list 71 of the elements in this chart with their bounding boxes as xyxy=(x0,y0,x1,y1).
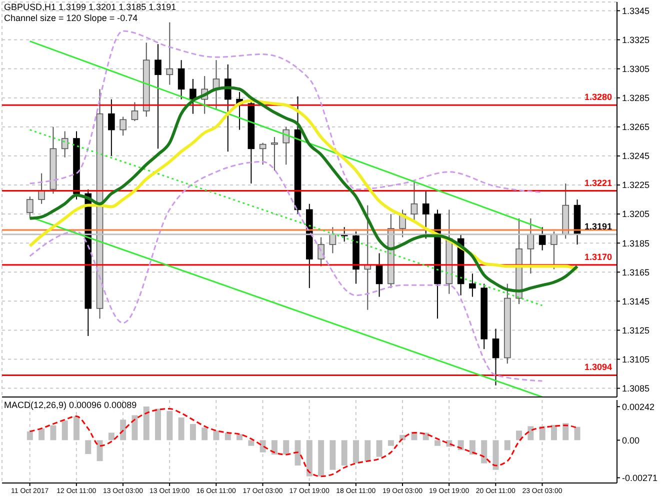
y-tick-label: 1.3265 xyxy=(622,122,650,132)
candlestick xyxy=(178,60,185,100)
candlestick xyxy=(190,78,196,114)
bar xyxy=(143,406,150,440)
bar xyxy=(50,425,56,440)
y-tick-label: 1.3165 xyxy=(622,267,650,278)
candlestick xyxy=(131,102,138,122)
text: Channel size = 120 Slope = -0.74 xyxy=(4,13,139,24)
bar xyxy=(504,440,510,450)
bar xyxy=(236,434,243,440)
bar xyxy=(481,440,488,464)
y-tick-label: 1.3345 xyxy=(622,6,650,16)
bar xyxy=(73,416,80,440)
chart-title: MACD(12,26,9) 0.00096 0.00089 xyxy=(4,400,137,411)
bar xyxy=(574,426,580,440)
y-tick-label: 1.3285 xyxy=(622,93,650,104)
bar xyxy=(318,440,324,476)
bar xyxy=(330,440,336,470)
bar xyxy=(155,408,162,440)
candlestick xyxy=(376,252,383,298)
y-tick-label: 1.3125 xyxy=(622,325,650,336)
bar xyxy=(166,410,173,440)
y-tick-label: 1.3245 xyxy=(622,151,650,162)
bar xyxy=(528,426,534,440)
candlestick xyxy=(154,44,162,150)
bar xyxy=(388,440,394,446)
y-tick-label: 1.3185 xyxy=(622,238,650,248)
line-series xyxy=(29,160,543,382)
ref-line-label: 1.3191 xyxy=(584,221,612,232)
bar xyxy=(108,432,114,440)
candlestick xyxy=(469,273,476,298)
bar xyxy=(550,424,557,440)
ref-line-label: 1.3094 xyxy=(584,362,612,372)
line-series xyxy=(29,30,543,193)
candlestick xyxy=(108,98,115,156)
ref-line-label: 1.3221 xyxy=(584,178,612,188)
y-tick-label: 1.3205 xyxy=(622,209,650,220)
ref-line-label: 1.3170 xyxy=(584,252,612,262)
bar xyxy=(294,440,301,466)
chart-title: GBPUSD,H1 1.3199 1.3201 1.3185 1.3191 xyxy=(4,2,176,13)
y-tick-label: 0.00242 xyxy=(622,402,655,412)
bar xyxy=(434,440,441,446)
y-tick-label: -0.00271 xyxy=(622,472,658,483)
bar xyxy=(178,417,184,440)
bar xyxy=(62,420,68,440)
candlestick xyxy=(492,328,500,386)
y-tick-label: 1.3105 xyxy=(622,354,650,364)
y-tick-label: 1.3325 xyxy=(622,34,650,45)
y-tick-label: 0.00 xyxy=(622,435,640,446)
bar xyxy=(341,440,348,466)
y-tick-label: 1.3225 xyxy=(622,180,650,190)
y-tick-label: 1.3305 xyxy=(622,64,650,74)
bar xyxy=(248,440,254,446)
bar xyxy=(271,440,278,455)
bar xyxy=(376,440,382,457)
y-tick-label: 1.3145 xyxy=(622,296,650,306)
bar xyxy=(283,440,290,455)
bar xyxy=(190,424,196,440)
bar xyxy=(202,428,208,440)
candlestick xyxy=(422,190,430,240)
bar xyxy=(96,440,103,462)
bar xyxy=(85,440,92,454)
y-tick-label: 1.3085 xyxy=(622,383,650,394)
bar xyxy=(132,415,138,440)
bar xyxy=(38,428,45,440)
bar xyxy=(562,423,569,440)
bar xyxy=(469,440,476,455)
bar xyxy=(516,430,522,440)
ref-line-label: 1.3280 xyxy=(584,92,612,102)
bar xyxy=(364,440,371,462)
line-series xyxy=(28,99,579,271)
